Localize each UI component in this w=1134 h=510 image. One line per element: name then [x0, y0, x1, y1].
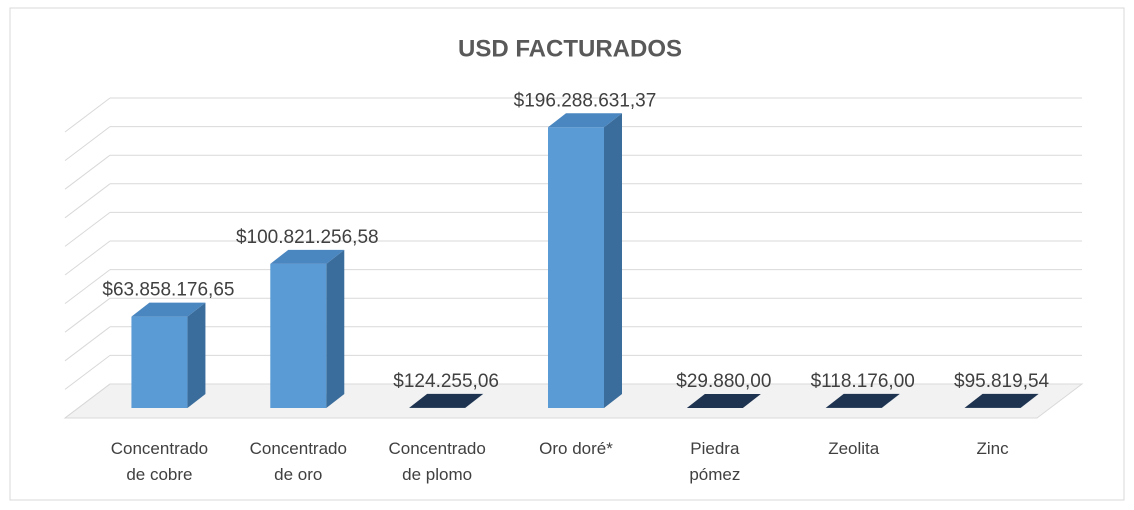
bar — [686, 393, 761, 408]
bar-top — [270, 249, 345, 264]
bar-front — [548, 127, 604, 409]
bar-top — [686, 393, 761, 408]
x-tick-label: Oro doré* — [539, 439, 613, 458]
data-label: $95.819,54 — [954, 371, 1050, 392]
data-label: $118.176,00 — [811, 371, 915, 392]
bar-top — [964, 393, 1039, 408]
chart-title: USD FACTURADOS — [458, 35, 682, 62]
bar-side — [187, 302, 206, 408]
bar — [548, 113, 622, 409]
x-tick-label: Concentrado de plomo — [388, 439, 486, 484]
grid-line-side — [64, 126, 111, 161]
bar-side — [1020, 393, 1039, 408]
bar-front — [270, 263, 327, 408]
bar-side — [465, 393, 484, 408]
grid-line-side — [64, 326, 111, 362]
bar — [270, 249, 345, 408]
data-label: $100.821.256,58 — [236, 227, 379, 248]
x-tick-label: Zeolita — [828, 439, 880, 458]
data-label: $124.255,06 — [393, 371, 499, 392]
grid-line-side — [64, 383, 111, 419]
bar-top — [131, 302, 206, 317]
bar — [409, 393, 484, 408]
bar — [131, 302, 206, 408]
x-tick-label: Concentrado de cobre — [110, 439, 209, 484]
data-label: $196.288.631,37 — [514, 90, 657, 111]
bar-top — [409, 393, 484, 408]
grid-line-side — [64, 183, 111, 219]
grid-line-side — [64, 154, 111, 190]
bar-side — [326, 249, 345, 408]
x-tick-label: Zinc — [976, 439, 1009, 458]
bar-side — [742, 393, 761, 408]
grid-line-side — [64, 97, 111, 133]
grid-line-side — [64, 240, 111, 276]
bar-side — [881, 393, 900, 408]
x-tick-label: Concentrado de oro — [249, 439, 347, 484]
bar-top — [548, 113, 622, 128]
bar — [825, 393, 900, 408]
bar-top — [825, 393, 900, 408]
grid-line-side — [64, 297, 111, 333]
bar-front — [131, 316, 188, 408]
x-tick-label: Piedra pómez — [689, 439, 741, 484]
grid-line-side — [64, 269, 111, 304]
data-label: $29.880,00 — [676, 371, 771, 392]
bar-side — [604, 113, 622, 409]
chart-border — [9, 7, 1125, 501]
grid-line-side — [64, 355, 111, 390]
data-label: $63.858.176,65 — [102, 280, 234, 301]
grid-line-side — [64, 212, 111, 247]
bar — [964, 393, 1039, 408]
